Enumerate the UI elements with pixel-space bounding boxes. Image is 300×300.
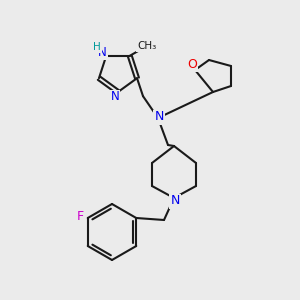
Text: O: O bbox=[187, 58, 197, 70]
Text: F: F bbox=[77, 209, 84, 223]
Text: CH₃: CH₃ bbox=[137, 41, 156, 51]
Text: N: N bbox=[98, 46, 106, 59]
Text: H: H bbox=[93, 42, 101, 52]
Text: N: N bbox=[111, 91, 119, 103]
Text: N: N bbox=[154, 110, 164, 124]
Text: N: N bbox=[170, 194, 180, 208]
